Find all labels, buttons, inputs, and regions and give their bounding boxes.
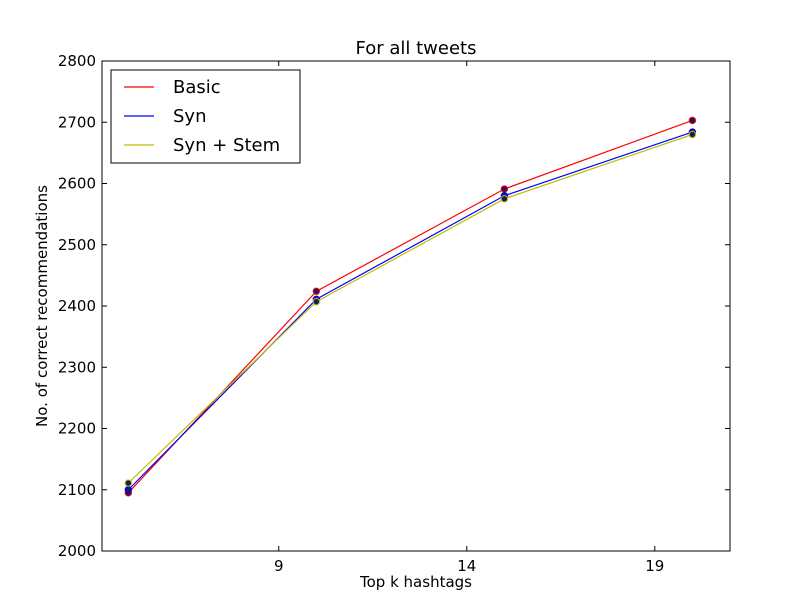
series-line-syn <box>127 131 693 491</box>
chart-title: For all tweets <box>356 38 477 59</box>
x-axis-label: Top k hashtags <box>359 573 472 591</box>
series-line-syn-stem <box>127 133 693 484</box>
legend-label: Basic <box>173 77 221 98</box>
x-tick-label: 9 <box>274 557 284 575</box>
data-point-syn-stem <box>500 195 509 203</box>
data-point-syn-stem <box>688 130 697 139</box>
y-tick-label: 2200 <box>58 420 96 438</box>
data-point-basic <box>688 116 697 125</box>
y-tick-label: 2100 <box>58 481 96 499</box>
y-tick-label: 2400 <box>58 297 96 315</box>
data-point-syn-stem <box>312 298 321 306</box>
data-point-syn-stem <box>124 479 133 487</box>
y-tick-label: 2000 <box>58 542 96 560</box>
data-point-basic <box>312 287 321 295</box>
x-tick-label: 14 <box>457 557 476 575</box>
y-tick-label: 2800 <box>58 52 96 70</box>
legend-label: Syn <box>173 106 207 127</box>
data-point-syn <box>124 486 133 494</box>
y-tick-label: 2300 <box>58 358 96 376</box>
y-tick-label: 2600 <box>58 175 96 193</box>
y-tick-label: 2700 <box>58 113 96 131</box>
y-tick-label: 2500 <box>58 236 96 254</box>
legend-label: Syn + Stem <box>173 135 280 156</box>
y-axis-label: No. of correct recommendations <box>33 185 51 427</box>
legend: Basic Syn Syn + Stem <box>110 69 301 164</box>
x-tick-label: 19 <box>645 557 664 575</box>
data-point-basic <box>500 185 509 193</box>
